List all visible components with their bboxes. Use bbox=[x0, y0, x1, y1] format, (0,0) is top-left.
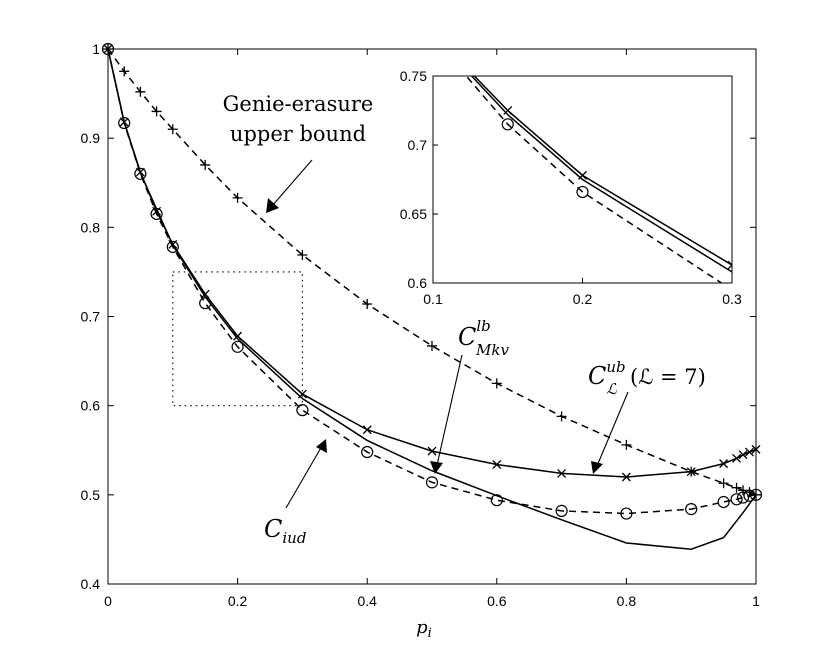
data-point bbox=[730, 493, 743, 506]
x-tick-label: 0.2 bbox=[228, 593, 248, 609]
mkv-arrowhead bbox=[430, 461, 443, 474]
data-point bbox=[118, 116, 131, 130]
ub-arrowhead bbox=[591, 461, 603, 474]
data-point bbox=[490, 494, 503, 507]
inset-data-point bbox=[503, 106, 513, 115]
data-point bbox=[427, 340, 437, 351]
inset-data-point bbox=[576, 185, 589, 199]
data-point bbox=[491, 378, 502, 389]
y-tick-label: 0.5 bbox=[81, 487, 101, 503]
inset-plot bbox=[428, 29, 732, 283]
x-tick-label: 0.8 bbox=[617, 593, 637, 609]
data-point bbox=[717, 495, 730, 509]
data-point bbox=[199, 297, 212, 310]
inset-axis-ticks: 0.1 0.2 0.3 0.6 0.65 0.7 0.75 bbox=[400, 68, 742, 307]
genie-label-line2: upper bound bbox=[230, 122, 366, 146]
x-tick-label: 1 bbox=[752, 593, 760, 609]
genie-arrowhead bbox=[266, 198, 279, 213]
data-point bbox=[200, 159, 211, 170]
data-point bbox=[620, 507, 633, 520]
inset-data-point bbox=[727, 260, 732, 270]
iud-arrowhead bbox=[316, 439, 327, 453]
data-point bbox=[233, 331, 243, 341]
data-point bbox=[361, 445, 374, 459]
data-point bbox=[732, 453, 742, 463]
inset-series-markers-c-iud bbox=[428, 32, 589, 199]
series-line-c-iud bbox=[107, 48, 757, 515]
inset-x-tick-label: 0.2 bbox=[573, 291, 593, 307]
inset-x-tick-label: 0.3 bbox=[722, 291, 742, 307]
data-point bbox=[751, 444, 761, 454]
data-point bbox=[231, 340, 244, 353]
data-point bbox=[738, 450, 748, 460]
inset-y-tick-label: 0.7 bbox=[408, 137, 428, 153]
data-point bbox=[151, 106, 162, 117]
data-point bbox=[427, 446, 437, 456]
annotation-arrows bbox=[271, 159, 629, 509]
data-point bbox=[738, 485, 749, 496]
y-tick-label: 1 bbox=[92, 41, 100, 57]
y-tick-label: 0.4 bbox=[81, 576, 101, 592]
data-point bbox=[557, 468, 567, 478]
iud-arrow bbox=[285, 445, 323, 509]
data-point bbox=[556, 411, 567, 422]
data-point bbox=[745, 447, 754, 457]
y-tick-label: 0.9 bbox=[81, 130, 101, 146]
x-axis-label: pi bbox=[416, 617, 432, 641]
ub-arrow bbox=[596, 391, 629, 467]
inset-y-tick-label: 0.65 bbox=[400, 206, 427, 222]
data-point bbox=[119, 66, 130, 77]
y-tick-label: 0.7 bbox=[81, 309, 101, 325]
data-point bbox=[685, 503, 698, 516]
y-tick-label: 0.6 bbox=[81, 398, 101, 414]
inset-data-point bbox=[428, 32, 439, 43]
inset-y-tick-label: 0.75 bbox=[400, 68, 427, 84]
data-point bbox=[362, 425, 372, 435]
data-point bbox=[296, 404, 309, 417]
annotation-arrowheads bbox=[266, 198, 603, 474]
data-point bbox=[621, 472, 631, 482]
data-point bbox=[135, 86, 146, 97]
data-point bbox=[686, 467, 696, 477]
inset-data-point bbox=[501, 118, 514, 131]
data-point bbox=[719, 459, 729, 469]
inset-y-tick-label: 0.6 bbox=[408, 275, 428, 291]
data-point bbox=[232, 192, 243, 203]
mkv-arrow bbox=[436, 354, 463, 466]
data-point bbox=[362, 299, 373, 310]
ub-label: Cub ℒ (ℒ = 7) bbox=[588, 358, 706, 398]
x-tick-label: 0 bbox=[104, 593, 112, 609]
data-point bbox=[425, 476, 439, 489]
data-point bbox=[621, 439, 632, 450]
x-tick-label: 0.6 bbox=[487, 593, 507, 609]
mkv-label: Clb Mkv bbox=[458, 317, 509, 359]
genie-arrow bbox=[271, 159, 313, 207]
main-plot bbox=[101, 42, 763, 550]
data-point bbox=[718, 478, 729, 489]
genie-label-line1: Genie-erasure bbox=[223, 92, 374, 116]
series-line-c-l-ub-l-7 bbox=[107, 48, 757, 550]
data-point bbox=[555, 504, 568, 517]
data-point bbox=[134, 167, 147, 180]
data-point bbox=[167, 124, 178, 135]
data-point bbox=[297, 249, 308, 260]
x-tick-label: 0.4 bbox=[357, 593, 377, 609]
inset-data-point bbox=[429, 29, 437, 37]
data-point bbox=[736, 491, 750, 504]
data-point bbox=[166, 240, 179, 254]
iud-label: Ciud bbox=[264, 515, 306, 547]
inset-x-tick-label: 0.1 bbox=[423, 291, 443, 307]
axis-ticks: 0 0.2 0.4 0.6 0.8 1 0.4 0.5 0.6 0.7 0.8 0.9 1 bbox=[81, 41, 761, 609]
data-point bbox=[492, 460, 502, 469]
y-tick-label: 0.8 bbox=[81, 219, 101, 235]
data-point bbox=[731, 482, 742, 493]
